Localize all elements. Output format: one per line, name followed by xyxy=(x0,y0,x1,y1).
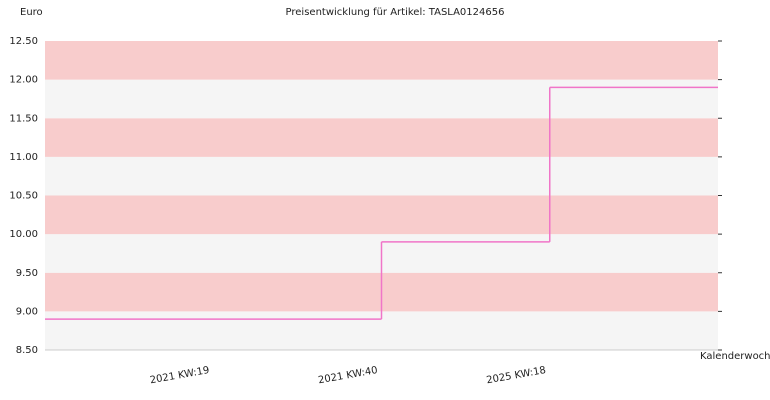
y-tick-label: 12.00 xyxy=(9,75,38,86)
x-tick-label: 2021 KW:40 xyxy=(317,365,378,386)
y-tick-label: 12.50 xyxy=(9,36,38,47)
y-tick-label: 11.50 xyxy=(9,113,38,124)
plot-band xyxy=(45,79,718,119)
x-axis-title: Kalenderwoche xyxy=(700,351,770,362)
plot-band xyxy=(45,118,718,157)
plot-band xyxy=(45,41,718,80)
y-tick-label: 10.50 xyxy=(9,191,38,202)
y-tick-label: 10.00 xyxy=(9,229,38,240)
y-tick-label: 9.50 xyxy=(16,268,38,279)
y-tick-label: 8.50 xyxy=(16,345,38,356)
chart-title: Preisentwicklung für Artikel: TASLA01246… xyxy=(286,7,505,18)
plot-band xyxy=(45,156,718,196)
y-tick-label: 11.00 xyxy=(9,152,38,163)
y-axis-title: Euro xyxy=(20,7,43,18)
x-tick-label: 2025 KW:18 xyxy=(486,365,547,386)
y-tick-label: 9.00 xyxy=(16,306,38,317)
plot-band xyxy=(45,195,718,235)
x-tick-label: 2021 KW:19 xyxy=(149,365,210,386)
